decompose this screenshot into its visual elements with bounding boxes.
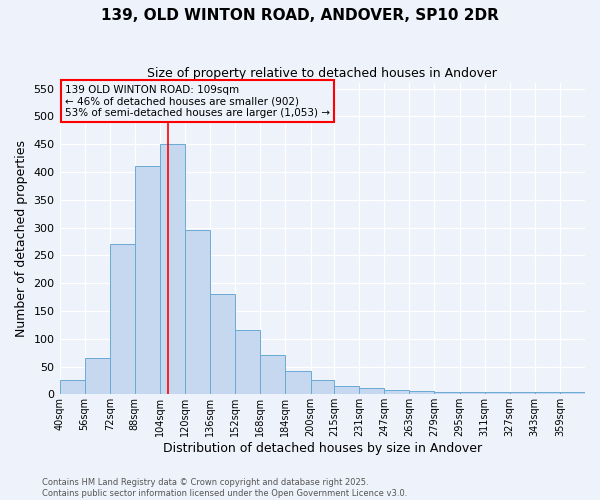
Bar [110,244,135,394]
Bar [510,392,535,394]
Bar [311,380,334,394]
Bar [135,166,160,394]
Bar [359,388,384,394]
Bar [85,358,110,395]
Bar [535,392,560,394]
Bar [460,392,485,394]
X-axis label: Distribution of detached houses by size in Andover: Distribution of detached houses by size … [163,442,482,455]
Text: 139, OLD WINTON ROAD, ANDOVER, SP10 2DR: 139, OLD WINTON ROAD, ANDOVER, SP10 2DR [101,8,499,22]
Bar [185,230,210,394]
Bar [334,386,359,394]
Bar [59,380,85,394]
Text: Contains HM Land Registry data © Crown copyright and database right 2025.
Contai: Contains HM Land Registry data © Crown c… [42,478,407,498]
Bar [434,392,460,394]
Bar [409,391,434,394]
Title: Size of property relative to detached houses in Andover: Size of property relative to detached ho… [148,68,497,80]
Bar [286,371,311,394]
Y-axis label: Number of detached properties: Number of detached properties [15,140,28,337]
Bar [485,392,510,394]
Bar [160,144,185,395]
Bar [235,330,260,394]
Bar [560,392,585,394]
Bar [210,294,235,394]
Bar [384,390,409,394]
Text: 139 OLD WINTON ROAD: 109sqm
← 46% of detached houses are smaller (902)
53% of se: 139 OLD WINTON ROAD: 109sqm ← 46% of det… [65,84,330,118]
Bar [260,356,286,395]
